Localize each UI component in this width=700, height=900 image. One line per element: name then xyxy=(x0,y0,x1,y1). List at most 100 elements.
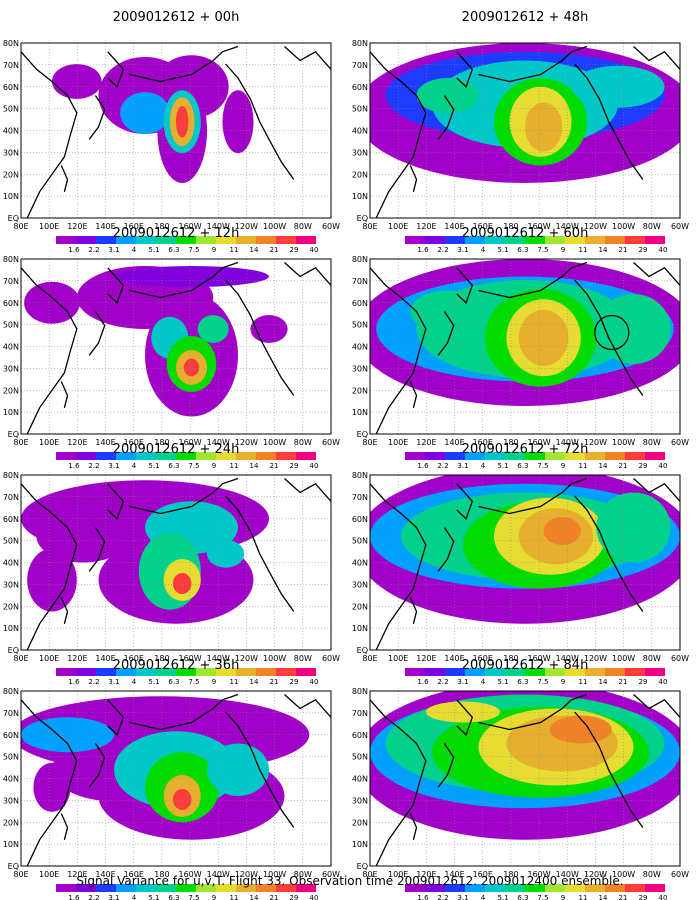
lat-label: 60N xyxy=(352,515,368,524)
lat-label: 70N xyxy=(352,709,368,718)
lat-label: EQ xyxy=(357,646,368,655)
colorbar-label: 9 xyxy=(212,462,216,470)
colorbar: 1.6 2.2 3.1 4 5.1 6.3 7.5 9 11 14 21 29 40 xyxy=(56,668,318,686)
lon-label: 140E xyxy=(444,654,464,663)
lat-label: EQ xyxy=(8,646,19,655)
panel-title: 2009012612 + 36h xyxy=(113,658,240,673)
lat-label: 70N xyxy=(3,709,19,718)
lon-label: 100W xyxy=(263,222,286,231)
lon-label: 160W xyxy=(527,222,550,231)
colorbar-swatch xyxy=(96,452,116,460)
lat-label: 40N xyxy=(352,127,368,136)
colorbar-label: 21 xyxy=(619,894,628,900)
colorbar-label: 21 xyxy=(619,462,628,470)
lat-label: 20N xyxy=(352,386,368,395)
colorbar-swatch xyxy=(645,668,665,676)
colorbar-swatch xyxy=(505,452,525,460)
lon-label: 120W xyxy=(584,438,607,447)
colorbar-label: 11 xyxy=(579,462,588,470)
lon-label: 120W xyxy=(235,870,258,879)
variance-field xyxy=(370,691,680,840)
map-panel: 2009012612 + 84h 80N 70N 60N 50N 40N 30N 20N 10N… xyxy=(352,658,689,900)
colorbar-swatch xyxy=(425,884,445,892)
lon-label: 120W xyxy=(584,870,607,879)
colorbar-swatch xyxy=(96,668,116,676)
colorbar-swatch xyxy=(445,452,465,460)
colorbar-swatch xyxy=(276,236,296,244)
colorbar-swatch xyxy=(645,452,665,460)
colorbar-swatch xyxy=(565,452,585,460)
lon-label: 60W xyxy=(322,654,340,663)
lat-label: 50N xyxy=(352,753,368,762)
lon-label: 140E xyxy=(95,222,115,231)
lat-label: 70N xyxy=(3,493,19,502)
colorbar-label: 4 xyxy=(481,894,486,900)
colorbar-swatch xyxy=(276,884,296,892)
map-grid xyxy=(370,43,680,218)
map-grid xyxy=(370,259,680,434)
colorbar-label: 14 xyxy=(599,894,608,900)
colorbar: 1.6 2.2 3.1 4 5.1 6.3 7.5 9 11 14 21 29 40 xyxy=(405,884,667,900)
lon-label: 100W xyxy=(612,438,635,447)
colorbar-swatch xyxy=(256,236,276,244)
colorbar-swatch xyxy=(425,668,445,676)
colorbar-label: 5.1 xyxy=(148,462,159,470)
colorbar-swatch xyxy=(156,668,176,676)
colorbar-label: 40 xyxy=(310,678,319,686)
lat-label: 10N xyxy=(3,408,19,417)
colorbar-swatch xyxy=(116,668,136,676)
lon-label: 160E xyxy=(473,870,493,879)
lon-label: 180 xyxy=(503,654,518,663)
colorbar-label: 6.3 xyxy=(517,894,528,900)
colorbar-label: 7.5 xyxy=(537,678,548,686)
annotation-circle xyxy=(594,314,630,351)
lon-label: 100E xyxy=(39,870,59,879)
colorbar-swatch xyxy=(445,236,465,244)
lon-label: 160E xyxy=(124,654,144,663)
lon-label: 160W xyxy=(527,438,550,447)
colorbar-swatch xyxy=(56,668,76,676)
colorbar-label: 1.6 xyxy=(417,246,429,254)
lat-label: 10N xyxy=(3,192,19,201)
lon-label: 140W xyxy=(556,438,579,447)
colorbar-swatch xyxy=(525,884,545,892)
colorbar-swatch xyxy=(156,884,176,892)
colorbar-label: 3.1 xyxy=(457,246,468,254)
colorbar-swatch xyxy=(116,884,136,892)
colorbar: 1.6 2.2 3.1 4 5.1 6.3 7.5 9 11 14 21 29 40 xyxy=(56,884,318,900)
lat-label: EQ xyxy=(8,214,19,223)
colorbar-swatch xyxy=(505,884,525,892)
lat-label: 50N xyxy=(3,105,19,114)
lat-label: 60N xyxy=(352,83,368,92)
lon-label: 80E xyxy=(13,438,28,447)
lon-label: 80W xyxy=(294,222,312,231)
colorbar-label: 9 xyxy=(561,246,565,254)
lon-label: 120E xyxy=(416,654,436,663)
colorbar-label: 2.2 xyxy=(88,678,99,686)
lat-label: 30N xyxy=(352,580,368,589)
lat-label: 20N xyxy=(352,818,368,827)
colorbar-swatch xyxy=(176,884,196,892)
colorbar-label: 29 xyxy=(290,246,299,254)
colorbar-swatch xyxy=(196,452,216,460)
lat-label: 70N xyxy=(352,277,368,286)
colorbar-label: 3.1 xyxy=(457,894,468,900)
lat-label: 80N xyxy=(3,39,19,48)
colorbar-label: 2.2 xyxy=(437,894,448,900)
colorbar-label: 5.1 xyxy=(497,462,508,470)
map-frame xyxy=(20,474,332,651)
map-frame xyxy=(369,474,681,651)
lon-label: 80W xyxy=(643,870,661,879)
colorbar-label: 9 xyxy=(212,246,216,254)
lon-label: 140E xyxy=(444,222,464,231)
colorbar-label: 14 xyxy=(599,246,608,254)
lon-label: 160W xyxy=(527,654,550,663)
lat-label: 30N xyxy=(352,364,368,373)
map-panel: 2009012612 + 60h 80N 70N 60N 50N 40N 30N 20N 10N… xyxy=(352,226,689,470)
lat-label: 20N xyxy=(3,602,19,611)
lon-label: 100W xyxy=(612,870,635,879)
lat-label: 30N xyxy=(352,148,368,157)
colorbar-swatch xyxy=(56,884,76,892)
lon-label: 60W xyxy=(671,870,689,879)
panel-title: 2009012612 + 24h xyxy=(113,442,240,457)
